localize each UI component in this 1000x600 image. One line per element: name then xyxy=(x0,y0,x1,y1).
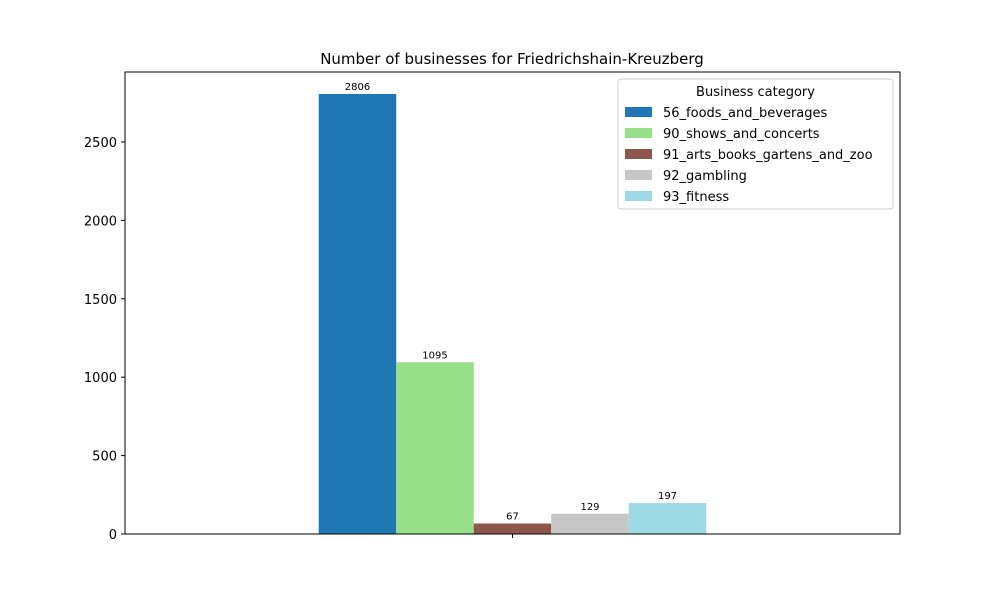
legend: Business category 56_foods_and_beverages… xyxy=(617,78,894,210)
legend-box xyxy=(617,78,894,210)
y-tick-label: 2000 xyxy=(84,214,117,229)
bar-90-shows-and-concerts xyxy=(396,362,474,534)
bars-layer xyxy=(318,93,707,534)
legend-swatch-91-arts-books-gartens-and-zoo xyxy=(625,149,652,159)
legend-swatch-93-fitness xyxy=(625,191,652,201)
legend-swatch-92-gambling xyxy=(625,170,652,180)
data-label-93-fitness: 197 xyxy=(658,491,677,502)
legend-label-93-fitness: 93_fitness xyxy=(663,190,729,205)
legend-swatch-56-foods-and-beverages xyxy=(625,107,652,117)
legend-swatch-90-shows-and-concerts xyxy=(625,128,652,138)
y-tick-label: 0 xyxy=(109,528,117,543)
legend-label-56-foods-and-beverages: 56_foods_and_beverages xyxy=(663,106,828,121)
bar-91-arts-books-gartens-and-zoo xyxy=(473,523,552,534)
legend-label-92-gambling: 92_gambling xyxy=(663,169,747,184)
y-tick-label: 1500 xyxy=(84,293,117,308)
legend-label-90-shows-and-concerts: 90_shows_and_concerts xyxy=(663,127,820,142)
data-labels-layer: 2806 1095 67 129 197 xyxy=(345,82,677,523)
axes-layer: 0 500 1000 1500 2000 2500 xyxy=(84,71,901,543)
legend-label-91-arts-books-gartens-and-zoo: 91_arts_books_gartens_and_zoo xyxy=(663,148,873,163)
bar-56-foods-and-beverages xyxy=(318,93,397,534)
legend-title: Business category xyxy=(696,85,815,100)
data-label-91-arts-books-gartens-and-zoo: 67 xyxy=(506,511,519,522)
legend-items: 56_foods_and_beverages 90_shows_and_conce… xyxy=(625,106,873,205)
data-label-90-shows-and-concerts: 1095 xyxy=(422,350,447,361)
bar-93-fitness xyxy=(628,503,707,534)
y-tick-label: 500 xyxy=(92,450,117,465)
chart-title: Number of businesses for Friedrichshain-… xyxy=(320,50,704,68)
data-label-56-foods-and-beverages: 2806 xyxy=(345,82,370,93)
y-tick-label: 2500 xyxy=(84,136,117,151)
y-tick-label: 1000 xyxy=(84,371,117,386)
bar-92-gambling xyxy=(551,513,629,534)
data-label-92-gambling: 129 xyxy=(580,502,599,513)
